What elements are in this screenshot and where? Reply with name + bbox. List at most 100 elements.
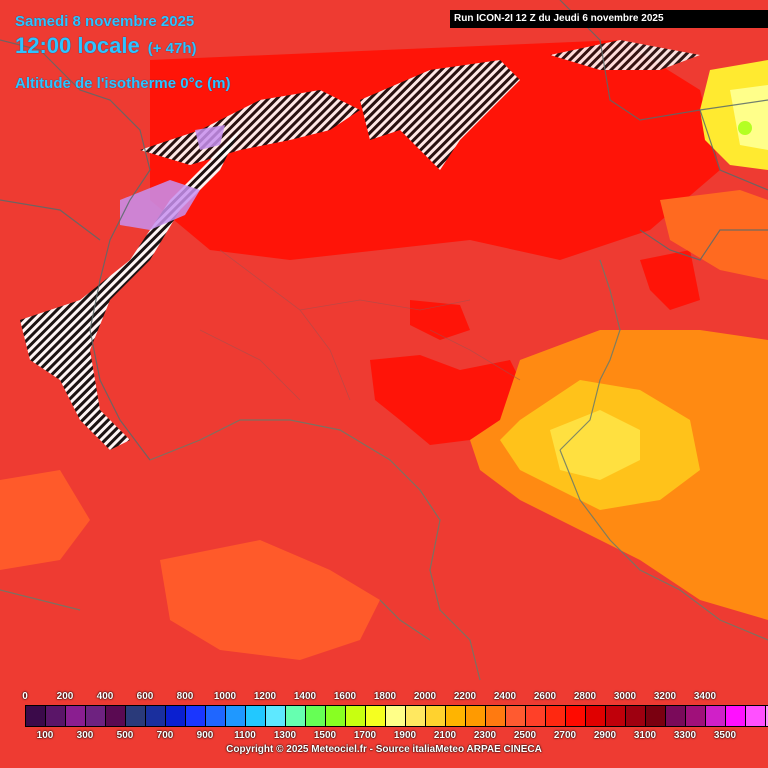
legend-swatch <box>166 706 186 726</box>
legend-tick-label: 0 <box>22 691 28 702</box>
legend-tick-label: 800 <box>176 691 194 702</box>
legend-swatch <box>126 706 146 726</box>
legend-tick-label: 2800 <box>573 691 597 702</box>
legend-tick-label: 1700 <box>353 730 377 741</box>
legend-tick-label: 600 <box>136 691 154 702</box>
legend-tick-label: 2100 <box>433 730 457 741</box>
forecast-time-text: 12:00 locale <box>15 33 140 58</box>
legend-swatch <box>426 706 446 726</box>
legend-swatch <box>666 706 686 726</box>
legend-tick-label: 500 <box>116 730 134 741</box>
legend-tick-label: 3000 <box>613 691 637 702</box>
legend-swatch <box>406 706 426 726</box>
forecast-lead-time: (+ 47h) <box>147 40 197 57</box>
legend-swatch <box>706 706 726 726</box>
region-borders <box>199 249 521 401</box>
legend-tick-label: 1600 <box>333 691 357 702</box>
coastlines <box>0 259 768 681</box>
forecast-date: Samedi 8 novembre 2025 <box>15 13 195 30</box>
legend-color-bar <box>25 705 768 727</box>
legend-tick-label: 400 <box>96 691 114 702</box>
legend-swatch <box>606 706 626 726</box>
legend-swatch <box>586 706 606 726</box>
legend-tick-label: 200 <box>56 691 74 702</box>
deep-red-zone-east <box>640 250 700 310</box>
violet-zone-alps <box>120 180 200 230</box>
legend-swatch <box>726 706 746 726</box>
legend-tick-label: 2500 <box>513 730 537 741</box>
legend-swatch <box>646 706 666 726</box>
legend-tick-label: 3300 <box>673 730 697 741</box>
legend-swatch <box>446 706 466 726</box>
legend-swatch <box>226 706 246 726</box>
legend-swatch <box>626 706 646 726</box>
legend-swatch <box>746 706 766 726</box>
legend-tick-label: 2200 <box>453 691 477 702</box>
violet-zone-alps-north <box>195 125 225 150</box>
hatched-zone-alps-west <box>20 130 240 450</box>
legend-swatch <box>506 706 526 726</box>
legend-tick-label: 300 <box>76 730 94 741</box>
green-spot-northeast <box>738 121 752 135</box>
legend-swatch <box>186 706 206 726</box>
legend-swatch <box>266 706 286 726</box>
legend-swatch <box>686 706 706 726</box>
legend-tick-label: 1000 <box>213 691 237 702</box>
legend-swatch <box>66 706 86 726</box>
legend-swatch <box>526 706 546 726</box>
legend-tick-label: 2300 <box>473 730 497 741</box>
color-legend: 0 200 400 600 800 1000 1200 1400 1600 1800 2000 220… <box>0 686 768 768</box>
legend-tick-label: 1200 <box>253 691 277 702</box>
legend-tick-label: 2600 <box>533 691 557 702</box>
legend-tick-label: 2000 <box>413 691 437 702</box>
hatched-zone-north-east <box>550 40 700 70</box>
legend-tick-label: 900 <box>196 730 214 741</box>
legend-swatch <box>46 706 66 726</box>
legend-tick-label: 1100 <box>234 730 256 741</box>
legend-tick-label: 100 <box>36 730 54 741</box>
legend-swatch <box>766 706 768 726</box>
hatched-zone-alps-east <box>360 60 520 170</box>
legend-swatch <box>466 706 486 726</box>
legend-swatch <box>206 706 226 726</box>
legend-tick-label: 2900 <box>593 730 617 741</box>
legend-swatch <box>106 706 126 726</box>
country-borders <box>0 0 768 461</box>
deep-red-zone-center-west <box>410 300 470 340</box>
legend-swatch <box>366 706 386 726</box>
legend-swatch <box>306 706 326 726</box>
legend-tick-label: 3500 <box>713 730 737 741</box>
legend-tick-label: 1800 <box>373 691 397 702</box>
yellow-zone-core <box>550 410 640 480</box>
legend-swatch <box>566 706 586 726</box>
orange-zone-south <box>160 540 380 660</box>
orange-zone-northeast <box>660 190 768 280</box>
legend-swatch <box>146 706 166 726</box>
legend-tick-label: 2700 <box>553 730 577 741</box>
legend-swatch <box>246 706 266 726</box>
legend-swatch <box>26 706 46 726</box>
legend-tick-label: 1400 <box>293 691 317 702</box>
legend-swatch <box>386 706 406 726</box>
forecast-time: 12:00 locale (+ 47h) <box>15 33 197 59</box>
legend-swatch <box>326 706 346 726</box>
legend-tick-label: 3100 <box>633 730 657 741</box>
legend-tick-label: 3200 <box>653 691 677 702</box>
legend-swatch <box>86 706 106 726</box>
legend-tick-label: 3400 <box>693 691 717 702</box>
legend-swatch <box>286 706 306 726</box>
legend-tick-label: 700 <box>156 730 174 741</box>
hatched-zone-alps-central <box>140 90 360 165</box>
orange-zone-west <box>0 470 90 570</box>
copyright-notice: Copyright © 2025 Meteociel.fr - Source i… <box>226 744 542 755</box>
legend-tick-label: 1300 <box>273 730 297 741</box>
legend-swatch <box>546 706 566 726</box>
deep-red-zone-center <box>370 355 530 445</box>
parameter-title: Altitude de l'isotherme 0°c (m) <box>15 75 231 92</box>
legend-swatch <box>486 706 506 726</box>
run-banner: Run ICON-2I 12 Z du Jeudi 6 novembre 202… <box>450 10 768 28</box>
legend-tick-label: 1900 <box>393 730 417 741</box>
legend-tick-label: 2400 <box>493 691 517 702</box>
legend-tick-label: 1500 <box>313 730 337 741</box>
